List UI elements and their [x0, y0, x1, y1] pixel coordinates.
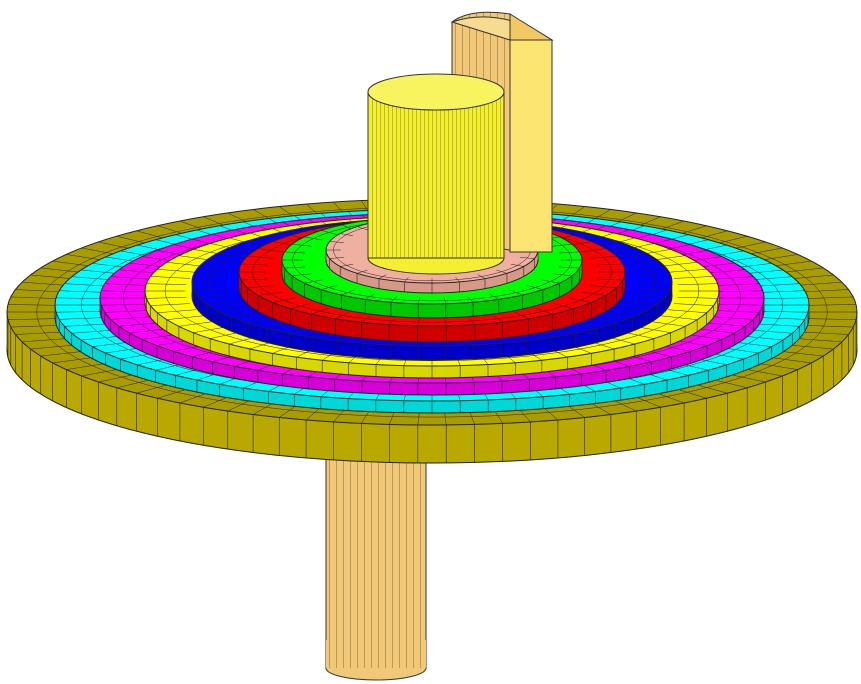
lower-shaft — [325, 429, 427, 681]
central-cylinder — [367, 73, 505, 275]
